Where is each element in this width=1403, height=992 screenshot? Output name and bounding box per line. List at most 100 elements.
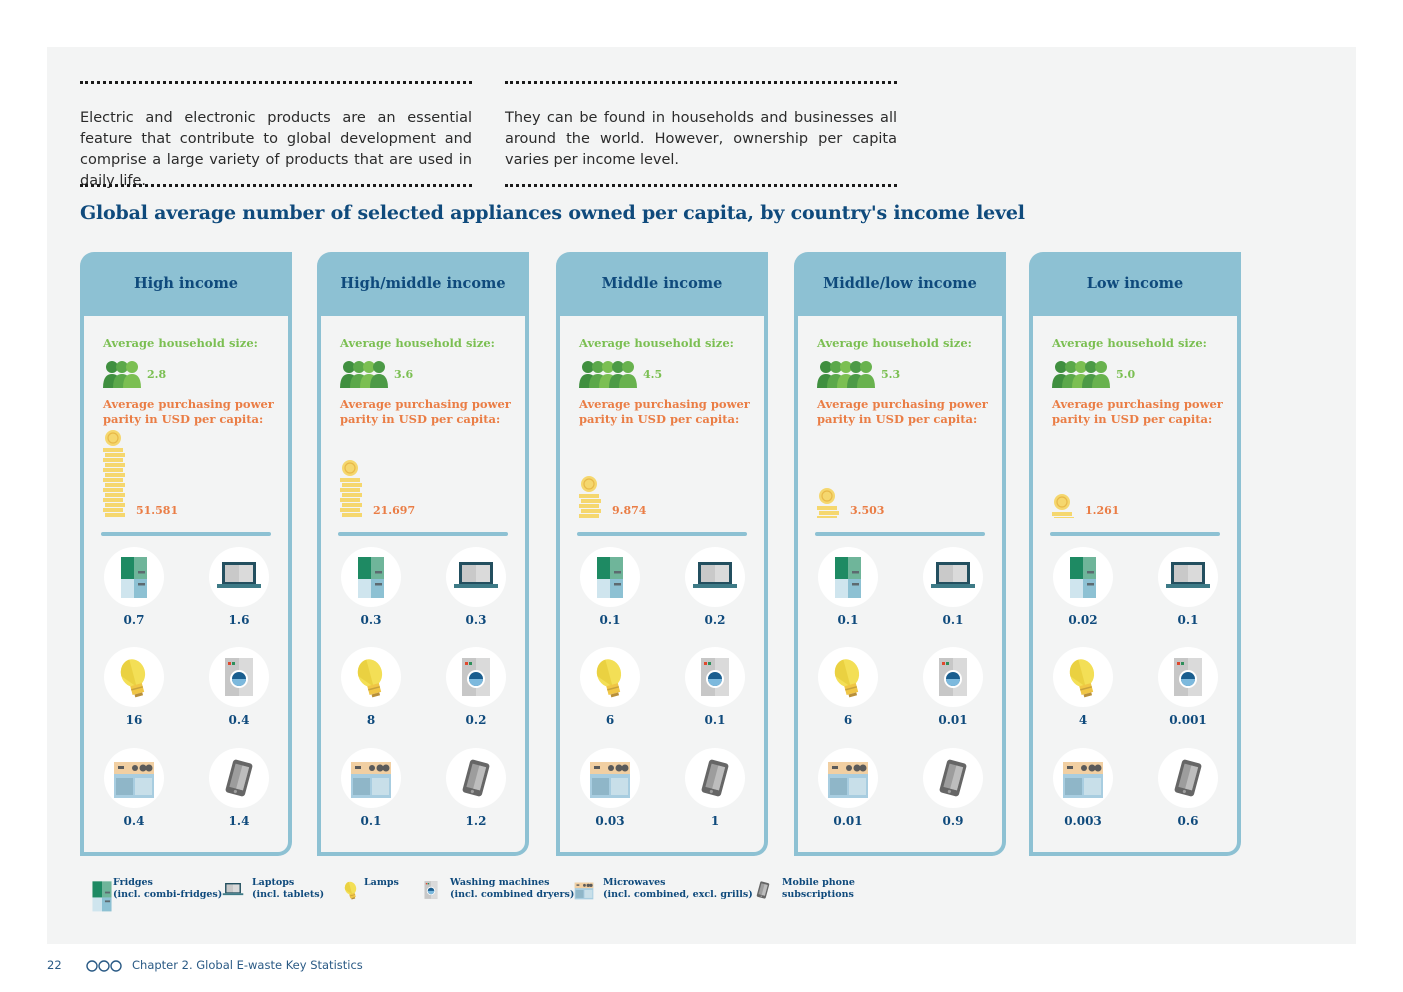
- legend-label-line: Mobile phone: [782, 877, 855, 888]
- income-group-title: Middle income: [601, 274, 723, 292]
- appliance-value: 0.1: [599, 613, 621, 627]
- appliance-value: 0.01: [833, 814, 863, 828]
- ppp-label-line: parity in USD per capita:: [1052, 412, 1213, 426]
- fridge-icon: [1053, 547, 1113, 607]
- legend-label: Washing machines (incl. combined dryers): [450, 877, 574, 900]
- washing-machine-icon: [923, 647, 983, 707]
- income-group-title: Middle/low income: [823, 274, 977, 292]
- appliance-value: 0.02: [1068, 613, 1098, 627]
- income-card: Middle income Average household size: 4.5…: [556, 252, 768, 856]
- rings-icon: [85, 958, 125, 977]
- income-card: Low income Average household size: 5.0 Ave…: [1029, 252, 1241, 856]
- washing-machine-icon: [417, 876, 445, 908]
- household-people-icon: [579, 360, 637, 388]
- appliance-value: 0.1: [942, 613, 964, 627]
- ppp-label-line: Average purchasing power: [340, 397, 511, 411]
- ppp-label-line: Average purchasing power: [103, 397, 274, 411]
- mobile-phone-icon: [446, 748, 506, 808]
- appliance-value: 1.2: [465, 814, 487, 828]
- appliance-value: 0.9: [942, 814, 964, 828]
- household-size-label: Average household size:: [103, 336, 258, 350]
- ppp-value: 9.874: [612, 504, 647, 517]
- fridge-icon: [341, 547, 401, 607]
- household-size-value: 3.6: [394, 368, 414, 381]
- washing-machine-icon: [1158, 647, 1218, 707]
- lamp-icon: [337, 876, 365, 908]
- household-size-value: 4.5: [643, 368, 663, 381]
- coin-stack-icon: [340, 460, 364, 517]
- microwave-icon: [818, 748, 878, 808]
- income-card-body: Average household size: 4.5 Average purch…: [560, 316, 764, 852]
- intro-right-text: They can be found in households and busi…: [505, 110, 897, 168]
- lamp-icon: [1053, 647, 1113, 707]
- ppp-value: 21.697: [373, 504, 416, 517]
- ppp-label: Average purchasing power parity in USD pe…: [340, 397, 511, 427]
- income-card-body: Average household size: 3.6 Average purch…: [321, 316, 525, 852]
- divider: [1050, 532, 1220, 536]
- chart-title: Global average number of selected applia…: [80, 202, 1025, 224]
- fridge-icon: [80, 874, 124, 922]
- divider: [505, 184, 897, 187]
- ppp-value: 1.261: [1085, 504, 1120, 517]
- ppp-label-line: parity in USD per capita:: [817, 412, 978, 426]
- laptop-icon: [923, 547, 983, 607]
- household-size-label: Average household size:: [817, 336, 972, 350]
- appliance-value: 0.1: [704, 713, 726, 727]
- fridge-icon: [580, 547, 640, 607]
- household-size-value: 2.8: [147, 368, 167, 381]
- appliance-value: 0.6: [1177, 814, 1199, 828]
- divider: [101, 532, 271, 536]
- mobile-phone-icon: [685, 748, 745, 808]
- legend-label: Mobile phone subscriptions: [782, 877, 855, 900]
- household-size-label: Average household size:: [340, 336, 495, 350]
- divider: [80, 184, 472, 187]
- appliance-value: 0.1: [1177, 613, 1199, 627]
- washing-machine-icon: [685, 647, 745, 707]
- ppp-label: Average purchasing power parity in USD pe…: [817, 397, 988, 427]
- appliance-value: 4: [1078, 713, 1088, 727]
- appliance-value: 0.2: [704, 613, 726, 627]
- ppp-label-line: parity in USD per capita:: [103, 412, 264, 426]
- lamp-icon: [341, 647, 401, 707]
- laptop-icon: [685, 547, 745, 607]
- lamp-icon: [818, 647, 878, 707]
- household-people-icon: [340, 360, 388, 388]
- lamp-icon: [580, 647, 640, 707]
- income-card: High income Average household size: 2.8 Av…: [80, 252, 292, 856]
- appliance-value: 0.003: [1064, 814, 1102, 828]
- ppp-label: Average purchasing power parity in USD pe…: [103, 397, 274, 427]
- legend-label-line: Fridges: [113, 877, 153, 888]
- ppp-label-line: parity in USD per capita:: [579, 412, 740, 426]
- income-card-body: Average household size: 2.8 Average purch…: [84, 316, 288, 852]
- divider: [577, 532, 747, 536]
- divider: [80, 81, 472, 84]
- legend-label-line: Washing machines: [450, 877, 550, 888]
- income-card: High/middle income Average household size…: [317, 252, 529, 856]
- appliance-value: 0.4: [123, 814, 145, 828]
- ppp-value: 3.503: [850, 504, 885, 517]
- washing-machine-icon: [209, 647, 269, 707]
- page-number: 22: [47, 958, 62, 972]
- washing-machine-icon: [446, 647, 506, 707]
- coin-stack-icon: [103, 430, 127, 517]
- appliance-value: 0.1: [360, 814, 382, 828]
- ppp-label: Average purchasing power parity in USD pe…: [579, 397, 750, 427]
- appliance-value: 0.001: [1169, 713, 1207, 727]
- appliance-value: 1.4: [228, 814, 250, 828]
- income-group-title: Low income: [1086, 274, 1184, 292]
- legend-label: Microwaves (incl. combined, excl. grills): [603, 877, 753, 900]
- household-people-icon: [103, 360, 141, 388]
- divider: [338, 532, 508, 536]
- legend-label-line: (incl. combined dryers): [450, 888, 575, 900]
- mobile-phone-icon: [749, 876, 777, 908]
- appliance-value: 0.3: [360, 613, 382, 627]
- mobile-phone-icon: [209, 748, 269, 808]
- legend-label-line: Lamps: [364, 877, 399, 888]
- appliance-value: 1: [710, 814, 720, 828]
- legend-label-line: Laptops: [252, 877, 295, 888]
- legend-label-line: (incl. combi-fridges): [113, 888, 223, 900]
- appliance-value: 0.03: [595, 814, 625, 828]
- mobile-phone-icon: [1158, 748, 1218, 808]
- legend-label: Fridges (incl. combi-fridges): [113, 877, 222, 900]
- legend-label-line: Microwaves: [603, 877, 666, 888]
